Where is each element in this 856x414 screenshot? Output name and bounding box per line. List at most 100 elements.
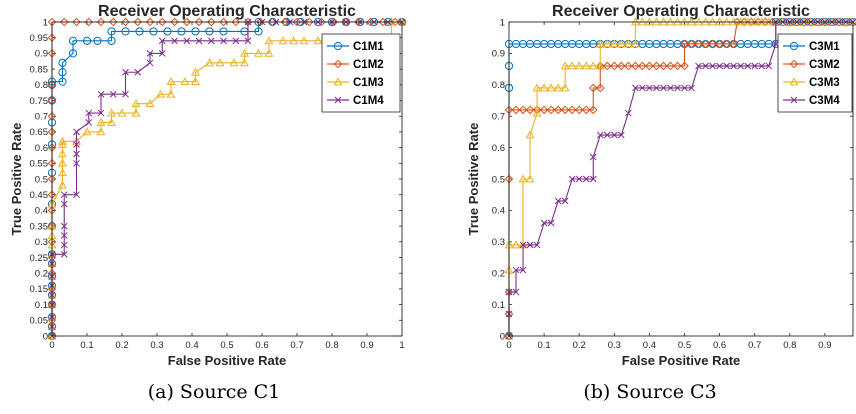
legend-label: C3M4	[809, 95, 840, 107]
data-point	[723, 62, 730, 70]
data-point	[526, 241, 534, 249]
data-point	[194, 17, 204, 27]
data-point	[146, 50, 154, 57]
data-point	[602, 61, 612, 71]
data-point	[232, 37, 240, 45]
data-point	[68, 49, 78, 58]
data-point	[58, 180, 67, 189]
data-point	[58, 68, 67, 77]
data-point	[630, 39, 640, 48]
data-point	[525, 174, 535, 183]
x-tick-label: 0.4	[643, 340, 656, 351]
y-tick-label: 0.3	[35, 237, 48, 248]
data-point	[560, 61, 570, 70]
data-point	[575, 175, 583, 183]
data-point	[207, 37, 215, 45]
data-point	[512, 288, 520, 296]
data-point	[511, 240, 521, 249]
chart-title: Receiver Operating Characteristic	[98, 3, 356, 20]
data-point	[581, 105, 591, 115]
legend-label: C3M3	[809, 77, 840, 89]
y-tick-label: 0.25	[30, 253, 49, 264]
data-point	[229, 58, 239, 67]
x-tick-label: 0.1	[537, 340, 550, 351]
data-point	[96, 117, 106, 126]
data-point	[135, 27, 144, 36]
y-tick-label: 0.55	[30, 159, 49, 170]
data-point	[666, 61, 675, 71]
y-tick-label: 0.6	[35, 143, 48, 154]
data-point	[280, 17, 290, 27]
data-point	[617, 131, 625, 139]
data-point	[631, 61, 640, 71]
data-point	[561, 197, 569, 205]
legend-swatch-marker	[789, 77, 799, 86]
legend-item-c3m3: C3M3	[783, 77, 840, 89]
data-point	[378, 17, 388, 27]
data-point	[107, 36, 116, 45]
data-point	[596, 131, 604, 139]
data-point	[191, 27, 200, 36]
data-point	[553, 83, 563, 92]
legend-swatch-marker	[790, 96, 798, 104]
plot-frame	[51, 21, 403, 337]
legend-swatch-marker	[333, 41, 343, 51]
data-point	[567, 105, 577, 115]
data-point	[205, 58, 214, 67]
data-point	[574, 61, 584, 70]
y-tick-label: 0.3	[492, 237, 505, 248]
data-point	[73, 128, 80, 136]
data-point	[701, 39, 710, 49]
legend-label: C3M2	[809, 59, 840, 71]
data-point	[240, 48, 249, 57]
y-tick-label: 0.85	[30, 64, 49, 75]
data-point	[744, 62, 752, 70]
data-point	[589, 153, 597, 161]
data-point	[182, 17, 192, 27]
data-point	[191, 77, 200, 86]
x-tick-label: 0.7	[290, 340, 303, 351]
data-point	[85, 109, 93, 117]
data-point	[638, 61, 647, 71]
y-tick-label: 0.8	[35, 80, 48, 91]
data-point	[695, 62, 702, 70]
data-point	[60, 222, 68, 230]
data-point	[609, 61, 619, 71]
data-point	[639, 84, 646, 92]
y-tick-label: 0.05	[30, 316, 49, 327]
data-point	[758, 62, 766, 70]
data-point	[709, 62, 716, 70]
data-point	[681, 84, 688, 92]
x-tick-label: 0	[49, 340, 54, 351]
data-point	[653, 84, 660, 92]
data-point	[341, 17, 351, 27]
data-point	[609, 39, 619, 48]
data-point	[177, 27, 186, 36]
y-axis-label: True Positive Rate	[466, 123, 481, 236]
x-tick-label: 0.3	[608, 340, 621, 351]
data-point	[96, 127, 106, 136]
legend-swatch-marker	[333, 59, 343, 69]
data-point	[254, 27, 263, 36]
legend-label: C1M1	[353, 41, 384, 53]
data-point	[195, 37, 203, 45]
data-point	[667, 84, 674, 92]
data-point	[72, 17, 81, 27]
data-point	[206, 17, 216, 27]
data-point	[645, 61, 654, 71]
data-point	[122, 90, 129, 98]
y-tick-label: 0.4	[492, 206, 505, 217]
legend-item-c1m1: C1M1	[327, 41, 384, 53]
data-point	[73, 191, 80, 199]
data-point	[568, 175, 576, 183]
legend-swatch-marker	[789, 59, 799, 69]
data-point	[60, 200, 68, 208]
x-tick-label: 0.3	[150, 340, 163, 351]
data-point	[156, 89, 165, 98]
data-point	[60, 251, 68, 258]
y-tick-label: 0.1	[35, 300, 48, 311]
data-point	[109, 90, 117, 98]
x-tick-label: 0.2	[573, 340, 586, 351]
data-point	[751, 62, 759, 70]
